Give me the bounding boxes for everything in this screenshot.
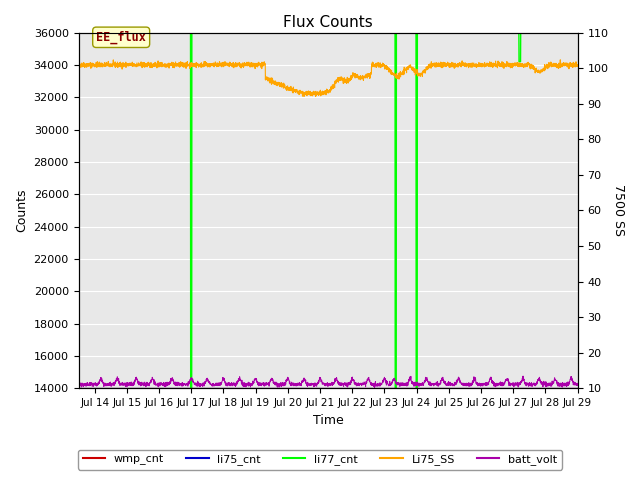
Y-axis label: Counts: Counts — [15, 189, 28, 232]
Y-axis label: 7500 SS: 7500 SS — [612, 184, 625, 237]
Text: EE_flux: EE_flux — [96, 31, 146, 44]
X-axis label: Time: Time — [313, 414, 344, 427]
Title: Flux Counts: Flux Counts — [283, 15, 373, 30]
Legend: wmp_cnt, li75_cnt, li77_cnt, Li75_SS, batt_volt: wmp_cnt, li75_cnt, li77_cnt, Li75_SS, ba… — [78, 450, 562, 469]
